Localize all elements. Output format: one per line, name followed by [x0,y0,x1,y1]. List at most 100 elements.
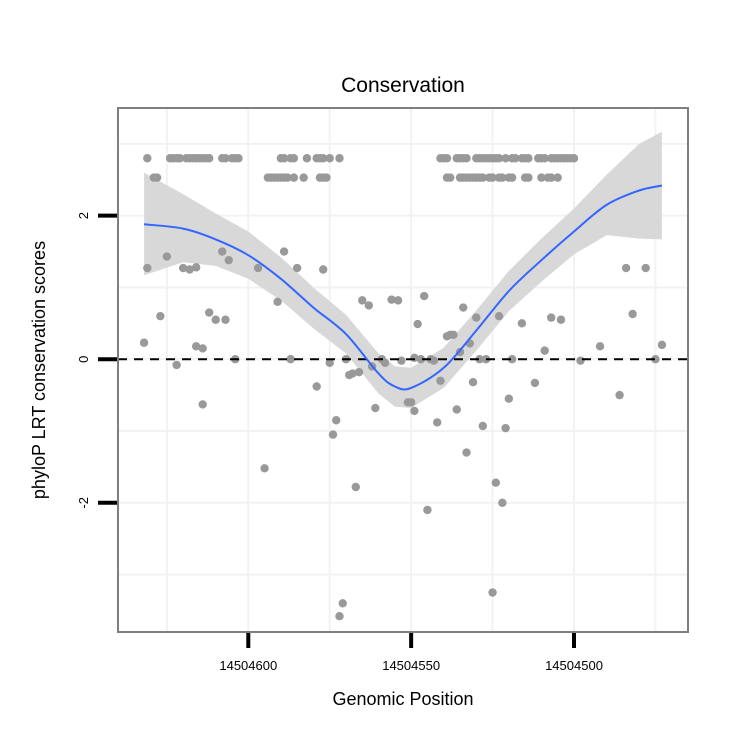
data-point [175,154,185,163]
data-point [322,173,331,182]
data-point [335,154,344,163]
data-point [478,421,487,431]
data-point [156,311,165,321]
data-point [406,398,416,407]
data-point [462,154,471,163]
data-point [478,173,487,182]
data-point [338,599,347,608]
data-point [139,338,149,347]
data-point [380,358,390,368]
data-point [205,154,214,163]
data-point [628,309,637,319]
data-point [218,247,227,256]
data-point [547,313,556,322]
data-point [452,405,461,414]
data-point [260,464,269,473]
scatter-points [139,154,667,621]
data-point [556,315,566,324]
data-point [488,588,497,597]
data-point [472,313,481,322]
data-point [211,315,220,324]
data-point [540,346,549,355]
data-point [475,355,484,364]
data-point [621,263,631,273]
y-tick-label: 0 [76,356,91,363]
data-point [436,376,445,385]
data-point [143,263,152,273]
data-point [371,403,380,413]
data-point [507,355,517,364]
data-point [488,173,497,182]
data-point [498,498,507,507]
y-tick-label: 2 [76,212,91,219]
x-tick-label: 14504500 [545,658,603,673]
data-point [172,360,181,370]
data-point [332,416,341,425]
data-point [540,154,549,163]
data-point [279,247,289,256]
data-point [511,154,520,163]
data-point [433,418,442,427]
y-axis-label: phyloP LRT conservation scores [29,241,49,499]
data-point [162,252,172,261]
x-tick-label: 14504550 [382,658,440,673]
data-point [335,612,344,621]
chart-title: Conservation [341,74,465,97]
data-point [462,448,471,457]
data-point [507,173,517,182]
data-point [152,173,162,182]
data-point [553,173,562,182]
data-point [416,355,426,364]
data-point [191,263,201,272]
data-point [283,173,292,182]
data-point [517,319,527,328]
data-point [289,154,299,163]
x-axis: 14504600 14504550 14504500 [219,633,603,673]
data-point [185,265,194,274]
data-point [354,367,364,377]
data-point [143,154,152,163]
data-point [319,265,328,274]
data-point [198,344,207,353]
data-point [501,423,510,433]
data-point [468,378,478,387]
data-point [358,296,367,305]
data-point [524,173,533,182]
data-point [312,382,321,391]
data-point [325,154,334,163]
data-point [224,255,233,265]
data-point [292,263,302,273]
data-point [641,263,650,273]
data-point [191,342,201,351]
data-point [423,505,432,515]
data-point [286,355,295,364]
data-point [615,390,624,400]
data-point [429,356,439,365]
data-point [325,358,334,368]
data-point [299,173,308,182]
data-point [393,296,403,305]
data-point [498,173,507,182]
data-point [410,406,419,416]
data-point [364,301,373,310]
data-point [547,173,556,182]
data-point [348,369,357,378]
data-point [302,154,312,163]
data-point [221,315,230,324]
data-point [205,308,214,317]
confidence-ribbon [144,131,662,408]
data-point [387,295,396,304]
data-point [504,394,514,403]
data-point [178,263,188,273]
x-tick-label: 14504600 [219,658,277,673]
x-axis-label: Genomic Position [332,689,473,709]
data-point [491,478,501,487]
data-point [319,154,328,163]
data-point [595,342,605,351]
data-point [494,311,504,321]
data-point [459,303,468,312]
data-point [273,297,282,307]
data-point [234,154,243,163]
data-point [253,263,263,273]
